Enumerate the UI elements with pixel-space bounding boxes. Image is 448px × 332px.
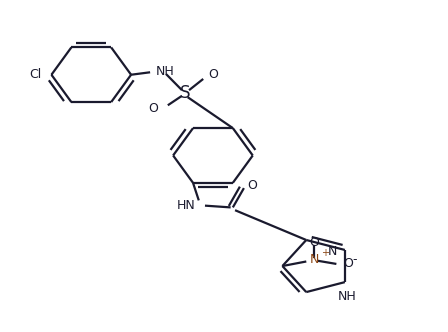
Text: N: N [327,245,337,258]
Text: +: + [321,248,329,258]
Text: O: O [343,257,353,271]
Text: NH: NH [338,290,357,303]
Text: NH: NH [155,65,174,78]
Text: N: N [310,253,319,266]
Text: -: - [353,253,357,266]
Text: O: O [148,102,158,115]
Text: O: O [247,179,257,192]
Text: O: O [208,68,218,81]
Text: O: O [309,236,319,249]
Text: S: S [180,84,191,102]
Text: HN: HN [177,199,195,212]
Text: Cl: Cl [30,68,42,81]
